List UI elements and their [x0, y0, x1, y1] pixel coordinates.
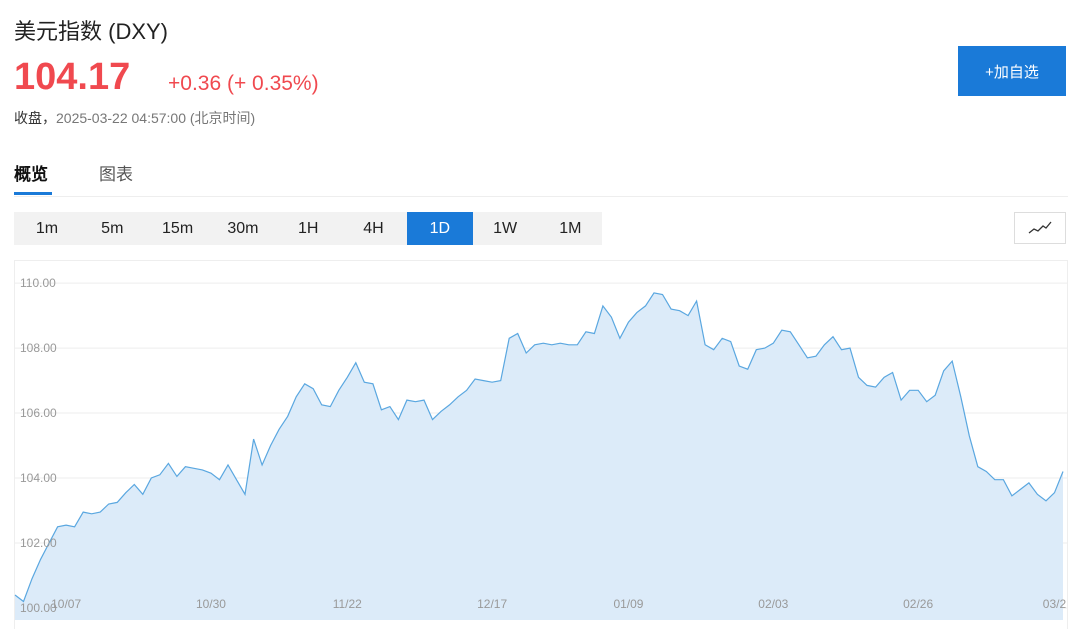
y-tick-label: 100.00	[20, 601, 57, 615]
interval-button[interactable]: 1W	[493, 219, 518, 237]
price-change: +0.36 (+ 0.35%)	[168, 72, 319, 95]
line	[14, 292, 1064, 603]
y-tick-label: 102.00	[20, 536, 57, 550]
interval-button[interactable]: 1H	[297, 219, 319, 237]
interval-button[interactable]: 4H	[363, 219, 384, 237]
x-tick-label: 10/07	[51, 597, 81, 611]
x-tick-label: 02/03	[758, 597, 788, 611]
x-tick-label: 12/17	[477, 597, 507, 611]
interval-button[interactable]: 1m	[35, 219, 59, 237]
interval-bar: 1m 5m 15m 30m 1H 4H 1D 1W 1M	[14, 212, 602, 245]
x-tick-label: 11/22	[333, 597, 362, 611]
x-tick-label: 03/2	[1043, 597, 1067, 611]
chart-frame	[14, 260, 1068, 629]
add-watchlist-button[interactable]: +加自选	[958, 46, 1066, 96]
chart-type-icon	[1028, 221, 1052, 234]
x-tick-label: 01/09	[613, 597, 643, 611]
area	[15, 292, 1063, 620]
status-time: 2025-03-22 04:57:00	[56, 110, 186, 126]
price: 104.17	[14, 56, 131, 98]
chart-type-button[interactable]	[1014, 212, 1066, 244]
y-tick-label: 110.00	[20, 276, 56, 290]
status-zone: (北京时间)	[189, 110, 256, 126]
x-tick-label: 02/26	[903, 597, 933, 611]
x-tick-label: 10/30	[196, 597, 226, 611]
tab[interactable]: 概览	[14, 165, 48, 184]
status: 收盘，2025-03-22 04:57:00 (北京时间)	[14, 108, 255, 128]
tab-underline	[14, 192, 52, 195]
interval-button[interactable]: 5m	[101, 219, 124, 237]
interval-button[interactable]: 30m	[227, 219, 259, 237]
y-tick-label: 108.00	[20, 341, 57, 355]
interval-button[interactable]: 1M	[559, 219, 582, 237]
y-tick-label: 106.00	[20, 406, 57, 420]
interval-button[interactable]: 1D	[406, 212, 473, 245]
status-label: 收盘，	[14, 110, 56, 126]
y-tick-label: 104.00	[20, 471, 57, 485]
tab[interactable]: 图表	[99, 165, 133, 184]
interval-button[interactable]: 15m	[162, 219, 194, 237]
divider	[14, 196, 1068, 197]
title: 美元指数 (DXY)	[14, 19, 169, 44]
